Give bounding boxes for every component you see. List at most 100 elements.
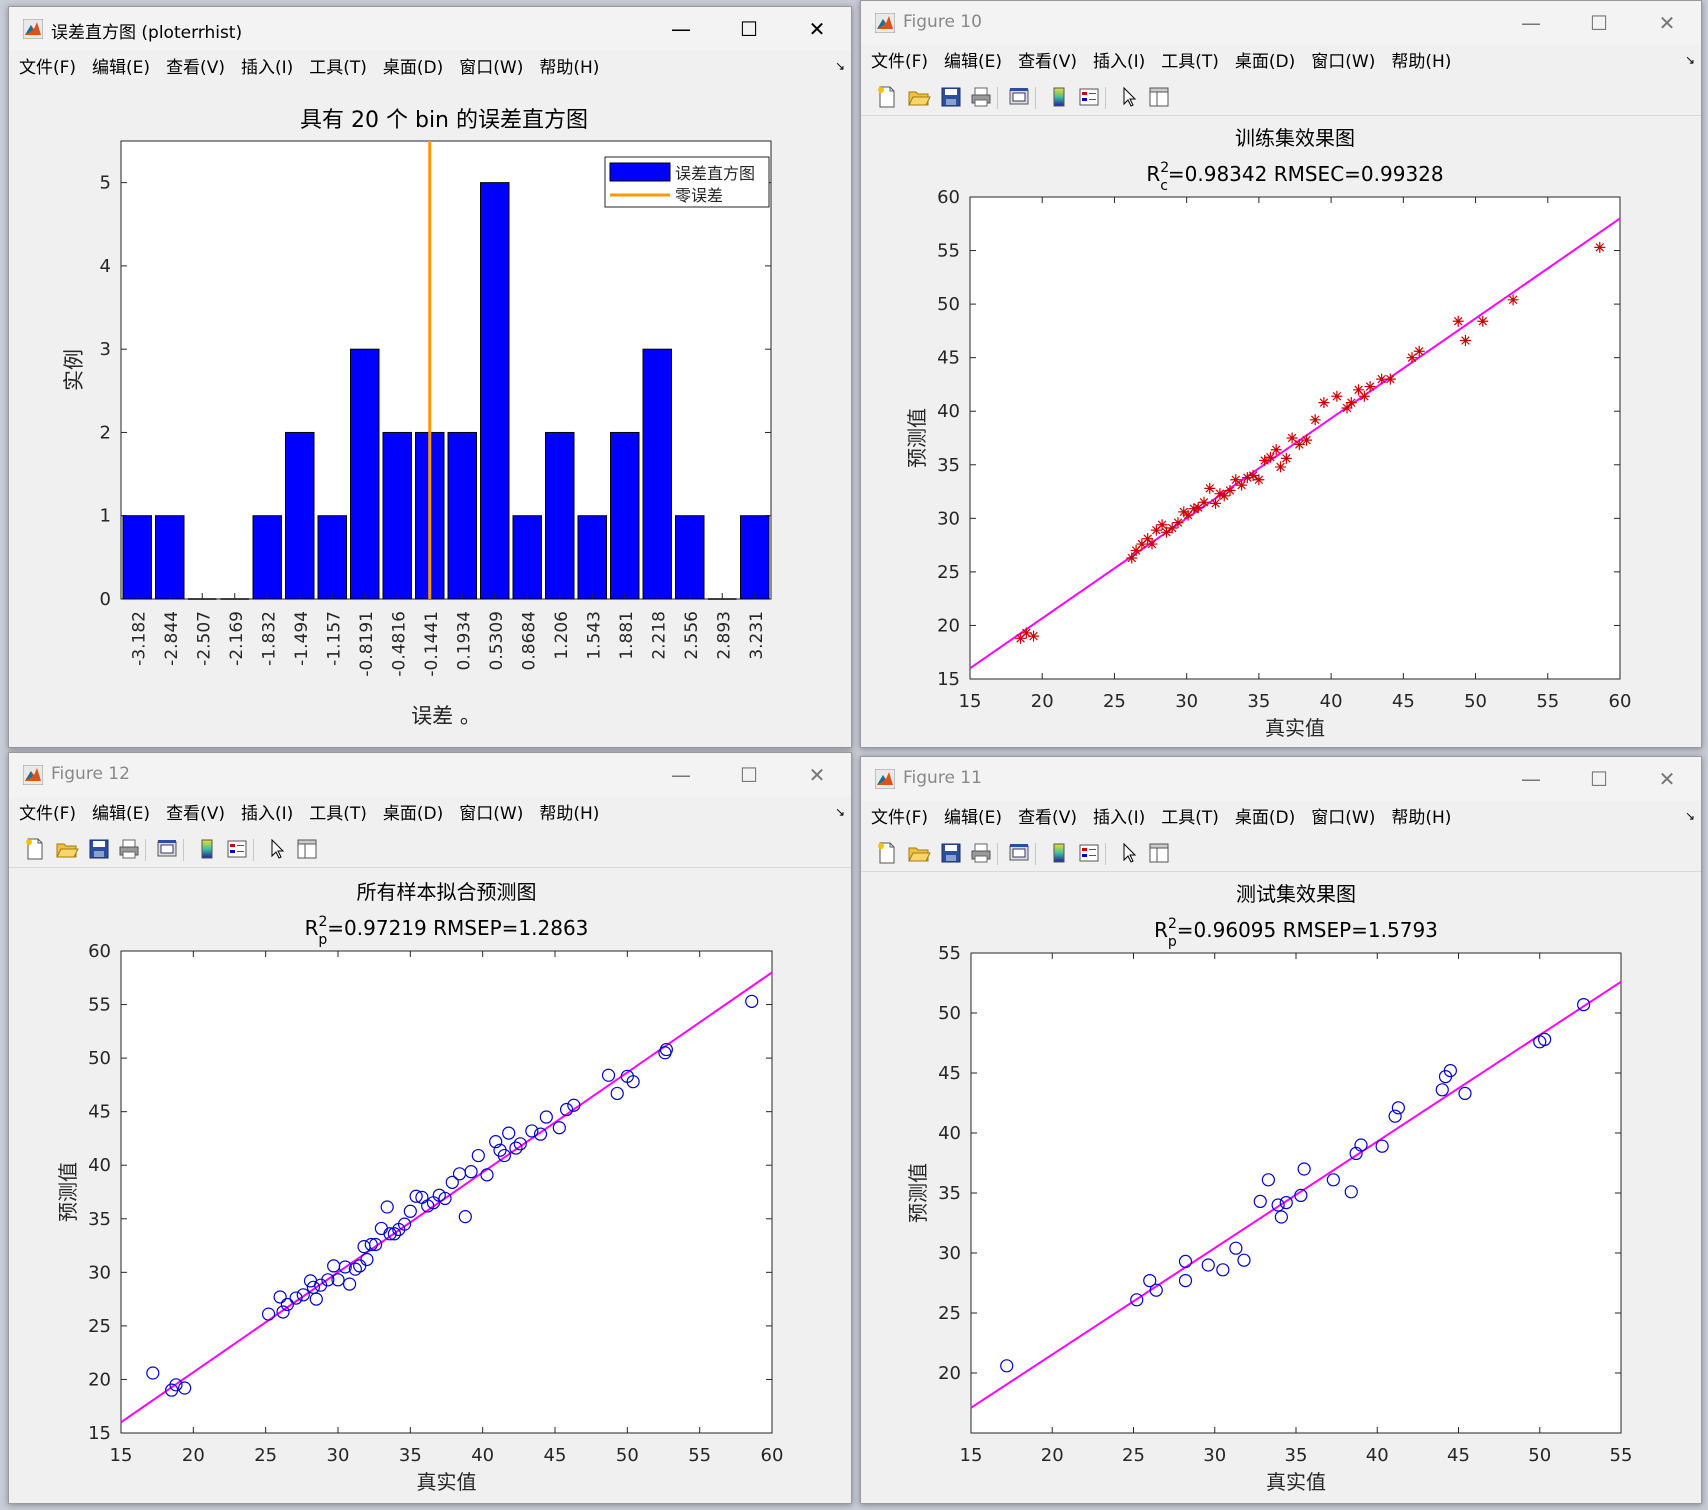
- new-file-icon[interactable]: [875, 841, 899, 865]
- title-bar[interactable]: Figure 11 — ☐ ✕: [861, 757, 1701, 801]
- maximize-button[interactable]: ☐: [1590, 767, 1608, 791]
- dock-arrow-icon[interactable]: ↘: [834, 805, 845, 819]
- data-point-star: [1178, 506, 1190, 518]
- maximize-button[interactable]: ☐: [740, 763, 758, 787]
- menu-window[interactable]: 窗口(W): [1311, 52, 1376, 72]
- maximize-button[interactable]: ☐: [1590, 11, 1608, 35]
- data-point-star: [1331, 390, 1343, 402]
- y-tick-label: 25: [938, 1303, 961, 1324]
- minimize-button[interactable]: —: [671, 17, 691, 41]
- title-bar[interactable]: Figure 10 — ☐ ✕: [861, 1, 1701, 45]
- menu-view[interactable]: 查看(V): [1018, 808, 1077, 828]
- title-bar[interactable]: 误差直方图 (ploterrhist) — ☐ ✕: [9, 7, 851, 51]
- print-icon[interactable]: [969, 85, 993, 109]
- data-point-star: [1353, 384, 1365, 396]
- open-folder-icon[interactable]: [907, 85, 931, 109]
- minimize-button[interactable]: —: [1521, 11, 1541, 35]
- menu-tools[interactable]: 工具(T): [1161, 52, 1219, 72]
- menu-window[interactable]: 窗口(W): [1311, 808, 1376, 828]
- menu-tools[interactable]: 工具(T): [309, 58, 367, 78]
- menu-tools[interactable]: 工具(T): [1161, 808, 1219, 828]
- y-tick-label: 50: [88, 1048, 111, 1069]
- menu-view[interactable]: 查看(V): [166, 804, 225, 824]
- menu-help[interactable]: 帮助(H): [539, 58, 600, 78]
- menu-help[interactable]: 帮助(H): [1391, 808, 1452, 828]
- colorbar-icon[interactable]: [1047, 85, 1071, 109]
- menu-edit[interactable]: 编辑(E): [92, 58, 151, 78]
- menu-desktop[interactable]: 桌面(D): [1234, 52, 1296, 72]
- y-tick-label: 55: [938, 943, 961, 964]
- new-file-icon[interactable]: [875, 85, 899, 109]
- minimize-button[interactable]: —: [671, 763, 691, 787]
- menu-edit[interactable]: 编辑(E): [944, 52, 1003, 72]
- menu-help[interactable]: 帮助(H): [539, 804, 600, 824]
- print-icon[interactable]: [969, 841, 993, 865]
- menu-file[interactable]: 文件(F): [19, 804, 77, 824]
- close-button[interactable]: ✕: [808, 763, 826, 787]
- colorbar-icon[interactable]: [1047, 841, 1071, 865]
- save-icon[interactable]: [939, 841, 963, 865]
- property-editor-icon[interactable]: [1147, 841, 1171, 865]
- menu-desktop[interactable]: 桌面(D): [382, 804, 444, 824]
- legend-icon[interactable]: [1077, 841, 1101, 865]
- legend-icon[interactable]: [225, 837, 249, 861]
- y-axis-label: 预测值: [56, 1162, 80, 1222]
- open-folder-icon[interactable]: [55, 837, 79, 861]
- close-button[interactable]: ✕: [808, 17, 826, 41]
- menu-view[interactable]: 查看(V): [1018, 52, 1077, 72]
- data-point-circle: [559, 1102, 574, 1117]
- x-tick-label: 45: [544, 1445, 567, 1466]
- save-icon[interactable]: [87, 837, 111, 861]
- menu-window[interactable]: 窗口(W): [459, 58, 524, 78]
- new-file-icon[interactable]: [23, 837, 47, 861]
- print-icon[interactable]: [117, 837, 141, 861]
- menu-window[interactable]: 窗口(W): [459, 804, 524, 824]
- window-figure-11[interactable]: Figure 11 — ☐ ✕ 文件(F) 编辑(E) 查看(V) 插入(I) 工具(T…: [860, 756, 1702, 1504]
- data-point-circle: [745, 994, 759, 1008]
- data-point-circle: [1253, 1194, 1267, 1208]
- menu-insert[interactable]: 插入(I): [1092, 52, 1146, 72]
- dock-arrow-icon[interactable]: ↘: [1684, 53, 1695, 67]
- print-preview-icon[interactable]: [155, 837, 179, 861]
- menu-help[interactable]: 帮助(H): [1391, 52, 1452, 72]
- menu-insert[interactable]: 插入(I): [240, 804, 294, 824]
- pointer-arrow-icon[interactable]: [1117, 85, 1141, 109]
- pointer-arrow-icon[interactable]: [1117, 841, 1141, 865]
- title-bar[interactable]: Figure 12 — ☐ ✕: [9, 753, 851, 797]
- menu-file[interactable]: 文件(F): [871, 52, 929, 72]
- menu-file[interactable]: 文件(F): [19, 58, 77, 78]
- pointer-arrow-icon[interactable]: [265, 837, 289, 861]
- property-editor-icon[interactable]: [295, 837, 319, 861]
- histogram-bar: [122, 515, 152, 600]
- dock-arrow-icon[interactable]: ↘: [1684, 809, 1695, 823]
- menu-file[interactable]: 文件(F): [871, 808, 929, 828]
- legend-label-histogram: 误差直方图: [675, 164, 755, 183]
- menu-view[interactable]: 查看(V): [166, 58, 225, 78]
- colorbar-icon[interactable]: [195, 837, 219, 861]
- menu-tools[interactable]: 工具(T): [309, 804, 367, 824]
- legend-icon[interactable]: [1077, 85, 1101, 109]
- window-error-histogram[interactable]: 误差直方图 (ploterrhist) — ☐ ✕ 文件(F) 编辑(E) 查看(V…: [8, 6, 852, 748]
- menu-desktop[interactable]: 桌面(D): [1234, 808, 1296, 828]
- data-point-circle: [1143, 1274, 1157, 1288]
- x-tick-label: -0.4816: [389, 611, 409, 677]
- close-button[interactable]: ✕: [1658, 767, 1676, 791]
- maximize-button[interactable]: ☐: [740, 17, 758, 41]
- minimize-button[interactable]: —: [1521, 767, 1541, 791]
- menu-insert[interactable]: 插入(I): [1092, 808, 1146, 828]
- menu-edit[interactable]: 编辑(E): [944, 808, 1003, 828]
- close-button[interactable]: ✕: [1658, 11, 1676, 35]
- window-figure-12[interactable]: Figure 12 — ☐ ✕ 文件(F) 编辑(E) 查看(V) 插入(I) 工具(T…: [8, 752, 852, 1504]
- print-preview-icon[interactable]: [1007, 841, 1031, 865]
- save-icon[interactable]: [939, 85, 963, 109]
- data-point-circle: [380, 1200, 394, 1214]
- open-folder-icon[interactable]: [907, 841, 931, 865]
- toolbar-separator: [1105, 843, 1106, 865]
- dock-arrow-icon[interactable]: ↘: [834, 59, 845, 73]
- print-preview-icon[interactable]: [1007, 85, 1031, 109]
- menu-edit[interactable]: 编辑(E): [92, 804, 151, 824]
- property-editor-icon[interactable]: [1147, 85, 1171, 109]
- menu-insert[interactable]: 插入(I): [240, 58, 294, 78]
- window-figure-10[interactable]: Figure 10 — ☐ ✕ 文件(F) 编辑(E) 查看(V) 插入(I) 工具(T…: [860, 0, 1702, 748]
- menu-desktop[interactable]: 桌面(D): [382, 58, 444, 78]
